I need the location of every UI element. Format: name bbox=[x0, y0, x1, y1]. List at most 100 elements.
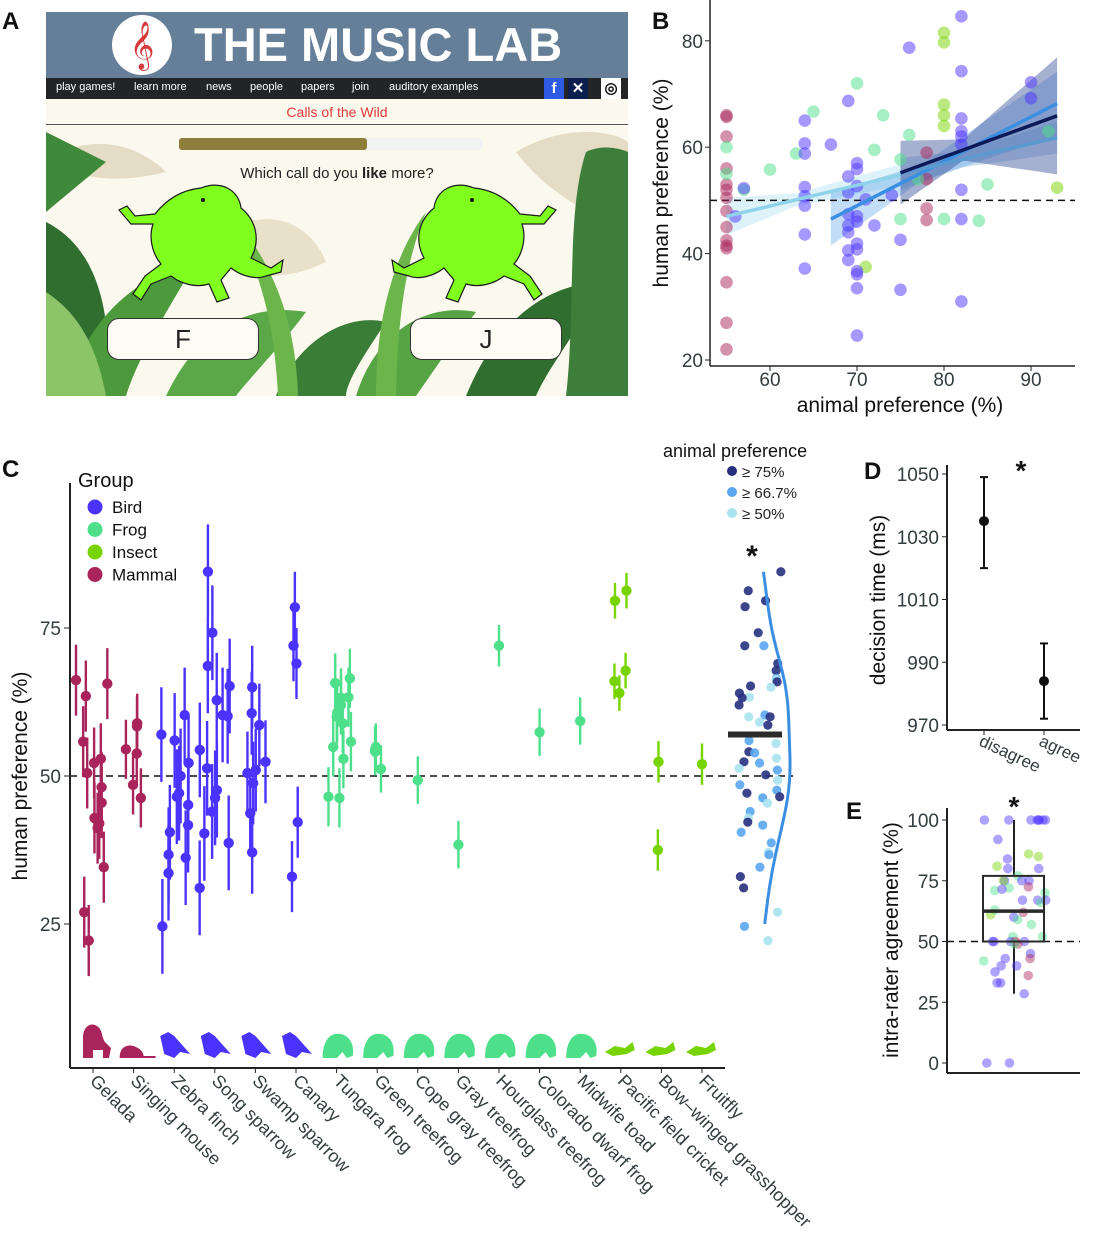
legend-label-tier: ≥ 50% bbox=[742, 506, 784, 523]
regression-line bbox=[830, 102, 1058, 221]
y-axis-title: human preference (%) bbox=[650, 79, 673, 288]
data-point-frog bbox=[720, 140, 733, 154]
pooled-point bbox=[743, 586, 753, 596]
species-point bbox=[70, 674, 82, 686]
data-point-bird bbox=[842, 94, 855, 108]
insect-silhouette-icon bbox=[604, 1042, 635, 1056]
x-tick-label: 80 bbox=[933, 370, 954, 391]
species-point bbox=[81, 767, 93, 779]
music-lab-logo[interactable]: 𝄞 bbox=[112, 15, 172, 75]
facebook-icon[interactable]: f bbox=[544, 78, 564, 99]
significance-star: * bbox=[1016, 455, 1027, 486]
data-point-bird bbox=[885, 188, 899, 202]
species-label: Bow–winged grasshopper bbox=[655, 1071, 816, 1232]
species-point bbox=[343, 692, 354, 703]
data-point-bird bbox=[850, 215, 864, 228]
species-point bbox=[202, 566, 214, 577]
agreement-point-bird bbox=[1024, 875, 1034, 886]
agreement-point-bird bbox=[979, 815, 990, 825]
choice-f-button[interactable]: F bbox=[107, 318, 259, 360]
species-point bbox=[292, 816, 303, 828]
agreement-point-bird bbox=[992, 978, 1002, 988]
y-tick-label: 25 bbox=[40, 915, 61, 936]
pooled-point bbox=[765, 712, 775, 722]
agreement-point-frog bbox=[1026, 919, 1037, 930]
nav-play-games[interactable]: play games! bbox=[56, 81, 116, 93]
species-point bbox=[453, 839, 464, 850]
data-point-mammal bbox=[920, 146, 933, 159]
y-tick-label: 75 bbox=[918, 872, 939, 893]
nav-auditory-examples[interactable]: auditory examples bbox=[389, 81, 479, 93]
question-text-end: more? bbox=[387, 165, 434, 182]
y-tick-label: 990 bbox=[907, 653, 939, 674]
agreement-point-bird bbox=[1009, 912, 1019, 922]
significance-star: * bbox=[746, 540, 758, 573]
species-point bbox=[222, 711, 233, 722]
y-axis-title: human preference (%) bbox=[9, 672, 32, 881]
pooled-point bbox=[759, 641, 769, 651]
pooled-point bbox=[745, 681, 756, 691]
agreement-point-frog bbox=[989, 885, 1000, 896]
choice-j-button[interactable]: J bbox=[410, 318, 562, 360]
pooled-point bbox=[772, 677, 782, 687]
agreement-point-frog bbox=[1012, 914, 1023, 925]
nav-people[interactable]: people bbox=[250, 81, 284, 93]
y-tick-label: 970 bbox=[907, 716, 939, 737]
species-point bbox=[534, 726, 545, 738]
nav-papers[interactable]: papers bbox=[301, 81, 335, 93]
nav-news[interactable]: news bbox=[206, 81, 232, 93]
y-tick-label: 1030 bbox=[897, 528, 939, 549]
pooled-point bbox=[744, 712, 754, 722]
legend-label-bird: Bird bbox=[112, 498, 142, 517]
pooled-point bbox=[740, 602, 750, 612]
data-point-bird bbox=[798, 199, 812, 213]
species-point bbox=[338, 753, 349, 765]
species-point bbox=[80, 690, 92, 702]
x-axis-title: animal preference (%) bbox=[797, 394, 1004, 417]
regression-line bbox=[899, 114, 1058, 175]
data-point-frog bbox=[972, 214, 986, 227]
question-text: Which call do you bbox=[240, 165, 362, 182]
agreement-point-bird bbox=[997, 884, 1007, 895]
box-iqr bbox=[982, 874, 1045, 943]
species-point bbox=[260, 756, 271, 767]
data-point-frog bbox=[868, 143, 881, 157]
treble-clef-icon: 𝄞 bbox=[129, 20, 155, 69]
butterfly-icon[interactable]: ✕ bbox=[568, 78, 588, 99]
data-point-insect bbox=[1050, 181, 1064, 194]
regression-line bbox=[726, 173, 901, 219]
species-point bbox=[98, 861, 109, 873]
species-point bbox=[163, 867, 174, 879]
instagram-icon[interactable]: ◎ bbox=[601, 78, 621, 99]
divider bbox=[46, 124, 628, 125]
pooled-point bbox=[739, 757, 749, 767]
site-header: 𝄞 THE MUSIC LAB bbox=[46, 12, 628, 78]
species-point bbox=[254, 719, 265, 731]
species-point bbox=[245, 808, 256, 819]
species-point bbox=[79, 906, 90, 918]
agreement-point-bird bbox=[1033, 895, 1043, 905]
agreement-point-bird bbox=[1034, 815, 1044, 825]
legend-swatch-mammal bbox=[87, 567, 103, 582]
agreement-point-insect bbox=[1033, 851, 1044, 862]
legend-swatch-insect bbox=[87, 544, 103, 560]
frog-silhouette-icon bbox=[322, 1033, 354, 1058]
pooled-point bbox=[743, 817, 753, 827]
mammal-silhouette-icon bbox=[83, 1024, 111, 1058]
y-tick-label: 1050 bbox=[897, 465, 939, 486]
species-point bbox=[620, 665, 631, 676]
data-point-insect bbox=[937, 119, 951, 133]
site-title[interactable]: THE MUSIC LAB bbox=[194, 18, 563, 71]
data-point-bird bbox=[842, 253, 855, 267]
data-point-bird bbox=[798, 180, 812, 194]
nav-learn-more[interactable]: learn more bbox=[134, 81, 187, 93]
species-point bbox=[199, 828, 210, 839]
species-point bbox=[652, 844, 664, 856]
nav-join[interactable]: join bbox=[352, 81, 370, 93]
agreement-point-frog bbox=[1004, 883, 1014, 893]
data-point-insect bbox=[937, 36, 951, 49]
data-point-bird bbox=[842, 226, 855, 239]
legend-swatch-tier bbox=[727, 466, 737, 476]
species-point bbox=[291, 658, 302, 669]
